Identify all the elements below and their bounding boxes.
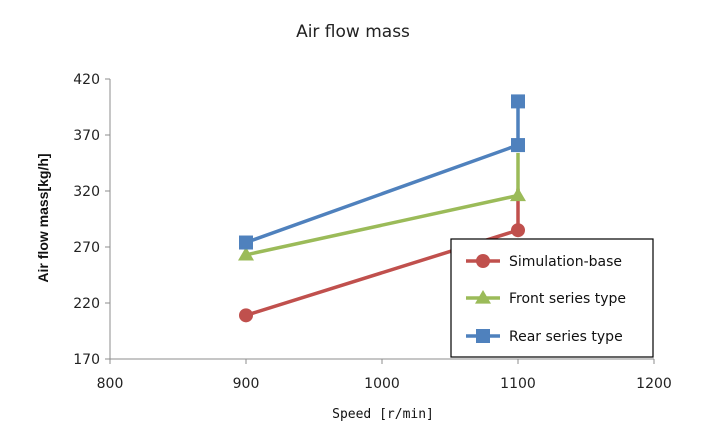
legend-item-1: Front series type <box>466 290 626 307</box>
data-point <box>511 94 525 109</box>
data-point <box>510 187 526 202</box>
legend: Simulation-base Front series type Rear ser… <box>450 238 654 358</box>
y-tick-labels: 170 220 270 320 370 420 <box>73 72 100 368</box>
x-tick-label: 1200 <box>636 376 672 392</box>
legend-marker <box>476 254 490 268</box>
y-tick-label: 420 <box>73 72 100 88</box>
legend-marker <box>476 329 490 343</box>
legend-label: Front series type <box>509 291 626 307</box>
x-tick-label: 1100 <box>500 376 536 392</box>
legend-items: Simulation-base Front series type Rear ser… <box>466 254 626 345</box>
data-point <box>238 246 254 261</box>
legend-marker <box>475 290 491 304</box>
legend-label: Simulation-base <box>509 254 622 270</box>
y-tick-label: 320 <box>73 184 100 200</box>
legend-label: Rear series type <box>509 329 623 345</box>
x-tick-label: 1000 <box>364 376 400 392</box>
x-tick-label: 800 <box>97 376 124 392</box>
data-point <box>239 235 253 250</box>
series-line <box>245 101 520 245</box>
data-point <box>511 223 525 238</box>
series-2 <box>239 94 525 250</box>
legend-item-2: Rear series type <box>466 329 623 345</box>
data-point <box>239 308 253 323</box>
series-1 <box>238 152 526 261</box>
x-axis-label: Speed [r/min] <box>332 407 434 422</box>
y-tick-label: 170 <box>73 352 100 368</box>
series-0 <box>239 188 525 323</box>
x-tick-labels: 800 900 1000 1100 1200 <box>97 376 672 392</box>
axes <box>105 78 655 364</box>
series-group <box>238 94 526 323</box>
data-point <box>511 138 525 153</box>
y-axis-label: Air flow mass[kg/h] <box>35 153 51 282</box>
y-tick-label: 220 <box>73 296 100 312</box>
legend-item-0: Simulation-base <box>466 254 622 270</box>
y-tick-label: 270 <box>73 240 100 256</box>
x-tick-label: 900 <box>233 376 260 392</box>
chart-title: Air flow mass <box>296 22 410 42</box>
y-tick-label: 370 <box>73 128 100 144</box>
